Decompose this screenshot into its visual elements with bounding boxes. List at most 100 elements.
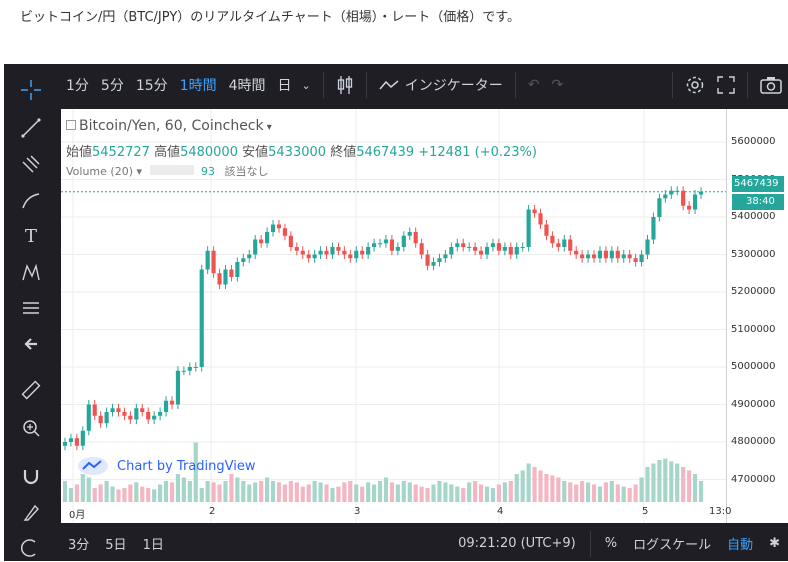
volume-bar — [407, 482, 412, 502]
candle-body — [354, 250, 359, 259]
volume-bar — [669, 461, 674, 502]
clock-display[interactable]: 09:21:20 (UTC+9) — [458, 536, 576, 551]
candle-body — [122, 412, 127, 416]
volume-legend[interactable]: Volume (20) ▾ 93 該当なし — [66, 163, 269, 179]
fib-retracement-icon[interactable] — [16, 150, 46, 178]
symbol-legend[interactable]: Bitcoin/Yen, 60, Coincheck ▾ — [66, 118, 272, 134]
candle-body — [163, 400, 169, 412]
candle-body — [681, 190, 686, 206]
brush-icon[interactable] — [16, 186, 46, 214]
zoom-in-icon[interactable] — [16, 414, 46, 442]
interval-1m[interactable]: 1分 — [66, 78, 89, 94]
hide-drawings-icon[interactable] — [16, 534, 46, 562]
candle-body — [312, 254, 317, 259]
toolbar-divider — [365, 72, 367, 98]
text-tool-icon[interactable]: T — [24, 225, 37, 247]
lock-drawing-icon[interactable] — [16, 498, 46, 526]
price-axis[interactable]: 5600000550000054000005300000520000051000… — [726, 109, 788, 523]
volume-bar — [92, 488, 97, 502]
candle-body — [645, 239, 650, 255]
pattern-icon[interactable] — [16, 258, 46, 286]
volume-bar — [205, 481, 210, 502]
candle-body — [134, 408, 139, 420]
candle-body — [175, 370, 181, 405]
volume-bar — [116, 489, 121, 502]
volume-bar — [318, 482, 323, 502]
candle-body — [419, 243, 424, 255]
interval-5m[interactable]: 5分 — [100, 78, 124, 94]
volume-bar — [276, 482, 282, 502]
redo-icon[interactable]: ↷ — [551, 77, 564, 93]
candle-body — [698, 191, 704, 195]
candle-body — [437, 258, 442, 262]
volume-bar — [199, 488, 204, 502]
candle-body — [187, 367, 192, 371]
candles-icon — [337, 76, 352, 94]
chart-type-candles-button[interactable] — [330, 64, 360, 106]
candle-body — [282, 228, 288, 236]
bottom-toolbar: 3分 5日 1日 09:21:20 (UTC+9) % ログスケール 自動 ✱ — [60, 526, 788, 561]
volume-bar — [253, 482, 258, 502]
candle-body — [377, 243, 383, 245]
settings-gear-icon[interactable]: ✱ — [769, 536, 780, 551]
chevron-down-icon: ⌄ — [301, 78, 311, 92]
candle-body — [633, 258, 638, 262]
prediction-icon[interactable] — [16, 294, 46, 322]
crosshair-icon[interactable] — [16, 76, 46, 104]
volume-bar — [377, 481, 383, 502]
time-tick-label: 0月 — [69, 510, 86, 521]
chart-pane[interactable] — [61, 109, 726, 523]
volume-bar — [461, 488, 466, 502]
candle-body — [241, 258, 246, 262]
price-tick-label: 4800000 — [731, 436, 776, 447]
symbol-title: Bitcoin/Yen, 60, Coincheck — [79, 118, 264, 134]
log-scale-toggle[interactable]: ログスケール — [633, 538, 712, 553]
volume-bar — [401, 481, 406, 502]
price-tick-label: 4900000 — [731, 398, 776, 410]
volume-bar — [508, 481, 513, 502]
undo-icon[interactable]: ↶ — [527, 77, 540, 93]
candle-body — [550, 235, 555, 244]
candle-body — [181, 370, 186, 372]
magnet-icon[interactable] — [16, 462, 46, 490]
fullscreen-icon[interactable] — [711, 64, 741, 106]
candle-body — [140, 408, 145, 412]
interval-4h[interactable]: 4時間 — [228, 78, 266, 94]
back-arrow-icon[interactable] — [16, 330, 46, 358]
percent-scale-toggle[interactable]: % — [604, 536, 618, 551]
auto-scale-toggle[interactable]: 自動 — [727, 538, 754, 553]
volume-bar — [502, 482, 507, 502]
interval-1d[interactable]: 日 ⌄ — [272, 64, 317, 106]
candle-body — [389, 239, 394, 251]
interval-15m[interactable]: 15分 — [135, 78, 168, 94]
volume-bar — [544, 474, 549, 502]
price-tick-label: 5300000 — [731, 248, 776, 260]
time-axis[interactable]: 0月 2 3 4 5 13:0 — [61, 502, 731, 523]
interval-1h[interactable]: 1時間 — [179, 78, 217, 94]
volume-bar — [110, 486, 115, 502]
snapshot-camera-icon[interactable] — [754, 64, 788, 106]
settings-gear-icon[interactable] — [679, 64, 711, 106]
volume-bar — [687, 470, 692, 502]
tradingview-attribution[interactable]: Chart by TradingView — [77, 456, 255, 476]
ruler-icon[interactable] — [16, 376, 46, 404]
indicators-button[interactable]: インジケーター — [373, 64, 509, 106]
volume-bar — [467, 482, 472, 502]
volume-bar — [520, 470, 525, 502]
time-tick-label: 3 — [354, 506, 361, 517]
volume-bar — [550, 475, 555, 502]
candle-body — [395, 247, 400, 251]
volume-controls-icon[interactable] — [149, 165, 194, 175]
volume-bar — [306, 484, 311, 502]
trendline-icon[interactable] — [16, 114, 46, 142]
candle-body — [193, 367, 198, 368]
volume-bar — [383, 477, 389, 502]
countdown-badge: 38:40 — [732, 194, 784, 210]
range-5d[interactable]: 5日 — [105, 538, 127, 553]
range-3m[interactable]: 3分 — [68, 538, 90, 553]
interval-day-label: 日 — [277, 78, 292, 94]
candle-body — [692, 194, 698, 210]
candle-body — [407, 232, 412, 236]
range-1d[interactable]: 1日 — [142, 538, 164, 553]
volume-bar — [514, 474, 519, 502]
